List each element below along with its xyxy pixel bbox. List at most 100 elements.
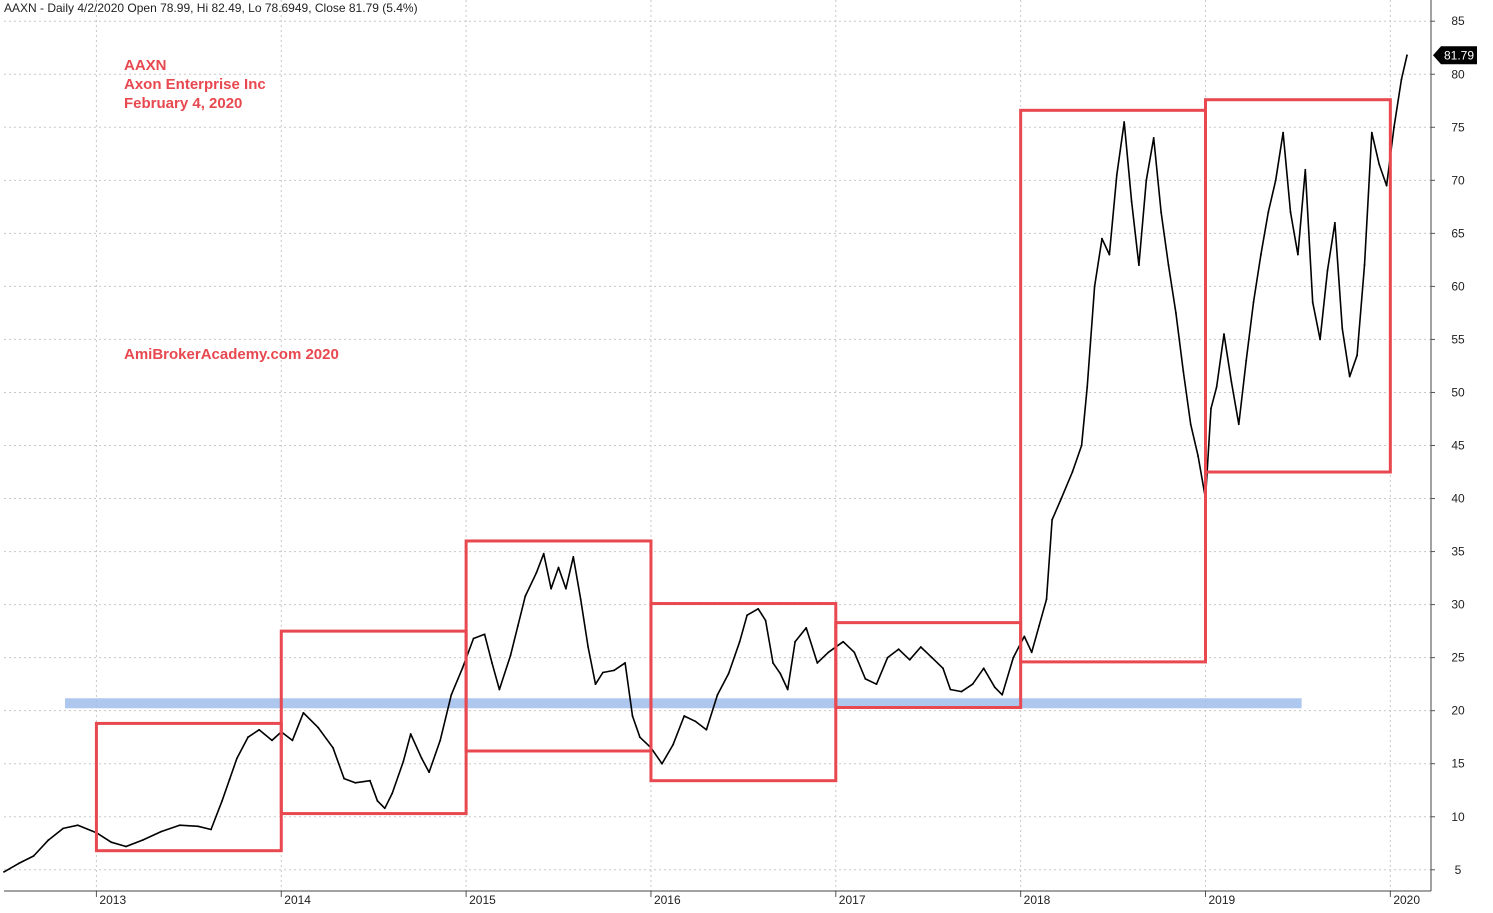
price-point [258,728,260,731]
price-point [716,693,719,696]
price-point [1145,179,1148,182]
x-tick-label: 2013 [99,893,126,907]
price-point [1223,333,1225,336]
range-box [1203,98,1392,474]
price-point [228,778,231,781]
y-tick-label: 20 [1451,704,1465,718]
price-point [908,658,911,661]
price-point [931,656,933,659]
price-point [1023,635,1026,638]
price-point [1108,253,1111,256]
price-point [1333,221,1336,224]
price-point [236,757,238,760]
price-point [572,555,575,558]
price-point [587,646,590,648]
price-point [1038,624,1041,627]
price-point [757,607,760,610]
price-point [1152,136,1155,139]
support-band [64,698,1302,709]
price-point [1252,301,1255,304]
price-point [631,715,634,717]
price-point [672,743,675,746]
price-point [376,799,379,802]
price-point [302,711,305,714]
price-point [62,827,65,830]
price-point [1030,651,1033,654]
y-tick-label: 70 [1451,173,1465,187]
price-point [1086,386,1089,389]
price-point [1311,301,1314,304]
x-tick-label: 2017 [839,893,866,907]
price-point [1093,285,1096,288]
price-point [1282,131,1285,134]
y-tick-label: 10 [1451,810,1465,824]
price-point [210,828,212,831]
price-point [1393,126,1395,129]
price-point [1001,693,1004,696]
price-point [1012,656,1015,659]
price-point [247,736,249,739]
annotation-company: Axon Enterprise Inc [124,76,266,93]
price-point [1319,338,1321,341]
price-point [601,671,604,674]
price-point [1363,264,1366,267]
price-point [178,824,181,827]
brand-annotation: AmiBrokerAcademy.com 2020 [124,346,339,363]
box-layer [94,98,1392,853]
price-point [661,762,663,765]
price-point [1304,168,1307,171]
last-price-label: 81.79 [1444,48,1474,62]
price-point [579,598,582,601]
price-point [875,683,878,686]
price-point [919,646,922,648]
price-point [864,677,867,680]
y-tick-label: 30 [1451,598,1465,612]
price-point [343,777,346,780]
price-point [17,862,20,865]
price-point [1274,179,1277,182]
annotation-ticker: AAXN [124,57,167,74]
price-point [1210,407,1212,410]
y-tick-label: 40 [1451,492,1465,506]
y-tick-label: 5 [1455,863,1462,877]
y-tick-label: 35 [1451,545,1465,559]
price-point [816,662,819,664]
price-point [77,824,79,827]
last-price-badge: 81.79 [1433,46,1477,65]
price-point [624,662,626,664]
price-point [1370,131,1373,134]
price-point [827,651,830,654]
grid-layer [4,0,1431,891]
price-point [1348,375,1351,378]
price-point [1341,327,1344,330]
price-point [1175,312,1177,314]
price-point [498,688,501,691]
x-tick-label: 2015 [469,893,496,907]
price-point [1160,211,1163,214]
price-point [3,871,5,873]
price-point [1123,121,1126,123]
y-tick-label: 55 [1451,332,1465,346]
price-point [483,633,486,636]
price-point [971,683,974,686]
price-point [1138,264,1140,267]
price-point [1385,184,1388,187]
range-box [94,721,283,853]
y-tick-label: 50 [1451,385,1465,399]
price-point [557,566,560,569]
price-line-layer [3,54,1408,873]
price-point [439,739,442,742]
price-point [332,746,334,749]
price-point [125,845,127,848]
x-tick-label: 2016 [654,893,681,907]
price-point [1071,471,1074,473]
price-point [509,654,512,657]
price-point [1051,518,1053,521]
price-point [47,839,50,841]
last-price-badge-shape [1433,46,1477,65]
price-line [3,55,1408,873]
price-point [705,728,708,731]
price-point [354,781,357,784]
price-point [516,624,519,627]
